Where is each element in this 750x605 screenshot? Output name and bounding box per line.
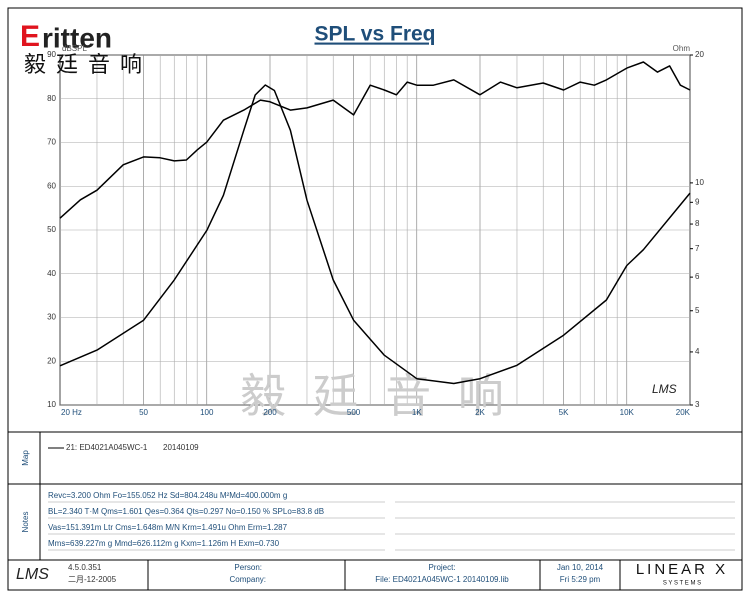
logo-chinese: 毅廷音响 — [24, 52, 152, 77]
y-tick-label: 50 — [47, 225, 56, 234]
x-tick-label: 20 Hz — [61, 408, 82, 417]
y2-tick-label: 9 — [695, 197, 700, 206]
note-line: BL=2.340 T·M Qms=1.601 Qes=0.364 Qts=0.2… — [48, 507, 324, 516]
y2-axis-label: Ohm — [673, 44, 691, 53]
brand: LINEAR X — [636, 561, 728, 578]
x-tick-label: 20K — [676, 408, 691, 417]
y2-tick-label: 3 — [695, 400, 700, 409]
x-tick-label: 200 — [263, 408, 277, 417]
footer-logo: LMS — [16, 566, 49, 583]
series-line — [59, 84, 691, 385]
y-tick-label: 80 — [47, 94, 56, 103]
legend-entry: 21: ED4021A045WC-1 — [66, 443, 148, 452]
x-tick-label: 50 — [139, 408, 148, 417]
file: File: ED4021A045WC-1 20140109.lib — [375, 575, 509, 584]
section-label: Notes — [21, 512, 30, 533]
y-axis-label: dBSPL — [62, 44, 87, 53]
version: 4.5.0.351 — [68, 563, 102, 572]
watermark: 毅 廷 音 响 — [240, 369, 510, 423]
x-tick-label: 100 — [200, 408, 214, 417]
person: Person: — [234, 563, 262, 572]
date: Jan 10, 2014 — [557, 563, 604, 572]
x-tick-label: 500 — [347, 408, 361, 417]
y-tick-label: 60 — [47, 181, 56, 190]
x-tick-label: 5K — [559, 408, 569, 417]
build-date: 二月-12-2005 — [68, 575, 117, 584]
brand-sub: S Y S T E M S — [663, 581, 701, 587]
y-tick-label: 10 — [47, 400, 56, 409]
series-line — [59, 61, 691, 219]
outer-frame — [7, 7, 743, 591]
legend-date: 20140109 — [163, 443, 199, 452]
y2-tick-label: 5 — [695, 306, 700, 315]
project: Project: — [428, 563, 455, 572]
y-tick-label: 40 — [47, 269, 56, 278]
section-label: Map — [21, 450, 30, 466]
company: Company: — [230, 575, 266, 584]
y2-tick-label: 7 — [695, 244, 700, 253]
y-tick-label: 30 — [47, 313, 56, 322]
x-tick-label: 10K — [620, 408, 635, 417]
note-line: Revc=3.200 Ohm Fo=155.052 Hz Sd=804.248u… — [48, 491, 287, 500]
logo-initial: E — [20, 20, 40, 53]
note-line: Mms=639.227m g Mmd=626.112m g Kxm=1.126m… — [48, 539, 280, 548]
y2-tick-label: 8 — [695, 219, 700, 228]
logo: ritten — [42, 22, 112, 53]
y-tick-label: 90 — [47, 50, 56, 59]
note-line: Vas=151.391m Ltr Cms=1.648m M/N Krm=1.49… — [48, 523, 288, 532]
signature: LMS — [652, 382, 677, 396]
x-tick-label: 2K — [475, 408, 485, 417]
y2-tick-label: 20 — [695, 50, 704, 59]
chart-title: SPL vs Freq — [315, 23, 436, 46]
y-tick-label: 70 — [47, 138, 56, 147]
x-tick-label: 1K — [412, 408, 422, 417]
y2-tick-label: 6 — [695, 272, 700, 281]
y2-tick-label: 10 — [695, 178, 704, 187]
y2-tick-label: 4 — [695, 347, 700, 356]
y-tick-label: 20 — [47, 356, 56, 365]
time: Fri 5:29 pm — [560, 575, 601, 584]
